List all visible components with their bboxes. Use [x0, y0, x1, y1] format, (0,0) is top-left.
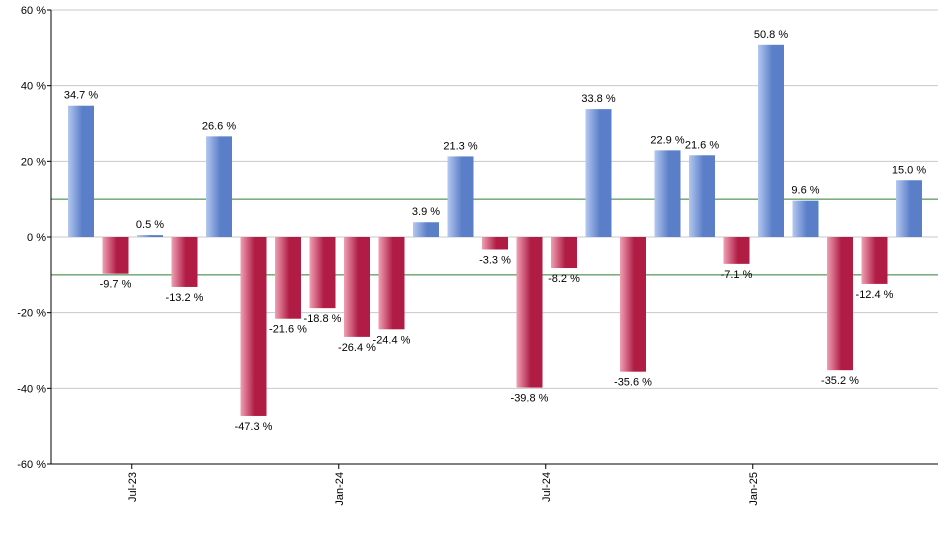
bar	[206, 136, 232, 237]
bar	[482, 237, 508, 250]
bar	[275, 237, 301, 319]
bar	[827, 237, 853, 371]
data-label: -3.3 %	[479, 254, 511, 266]
data-label: -35.6 %	[614, 377, 652, 389]
y-tick-label: 60 %	[21, 5, 46, 17]
bar	[137, 235, 163, 237]
bars	[68, 44, 922, 416]
data-label: -9.7 %	[100, 279, 132, 291]
bar	[102, 237, 129, 274]
bar	[68, 105, 94, 238]
bar	[516, 237, 543, 388]
axes: 60 % 40 % 20 % 0 % -20 % -40 % -60 % Jul-23 Jan-…	[17, 5, 938, 506]
bar	[792, 200, 819, 237]
data-label: -13.2 %	[166, 292, 204, 304]
bar	[240, 237, 267, 416]
y-tick-label: 40 %	[21, 81, 46, 93]
bar	[689, 155, 715, 237]
bar	[758, 44, 784, 237]
bar	[309, 237, 336, 309]
bar	[378, 237, 405, 330]
data-label: 33.8 %	[581, 93, 615, 105]
data-label: 3.9 %	[412, 206, 440, 218]
data-label: -8.2 %	[548, 273, 580, 285]
data-label: -35.2 %	[821, 375, 859, 387]
bar	[861, 237, 888, 284]
data-label: -24.4 %	[373, 334, 411, 346]
y-tick-label: -60 %	[17, 459, 46, 471]
y-tick-label: -20 %	[17, 308, 46, 320]
data-labels: 34.7 % -9.7 % 0.5 % -13.2 % 26.6 % -47.3 % -21…	[64, 29, 926, 433]
data-label: -26.4 %	[338, 342, 376, 354]
data-label: 34.7 %	[64, 90, 98, 102]
bar	[723, 237, 750, 264]
data-label: 26.6 %	[202, 120, 236, 132]
bar	[447, 156, 474, 237]
data-label: -39.8 %	[511, 393, 549, 405]
x-tick-label: Jul-23	[127, 472, 139, 502]
bar	[620, 237, 646, 372]
data-label: 21.6 %	[685, 139, 719, 151]
bar	[344, 237, 370, 337]
bar	[896, 180, 922, 237]
data-label: 15.0 %	[892, 164, 926, 176]
data-label: -21.6 %	[269, 324, 307, 336]
data-label: 9.6 %	[791, 185, 819, 197]
y-tick-label: -40 %	[17, 383, 46, 395]
data-label: 0.5 %	[136, 219, 164, 231]
bar	[171, 237, 198, 287]
bar	[585, 109, 612, 237]
bar	[654, 150, 681, 237]
x-tick-label: Jan-24	[334, 472, 346, 506]
data-label: -12.4 %	[856, 289, 894, 301]
data-label: 50.8 %	[754, 29, 788, 41]
data-label: -7.1 %	[721, 269, 753, 281]
bar	[551, 237, 577, 269]
x-tick-label: Jul-24	[541, 472, 553, 502]
bar	[413, 222, 439, 237]
x-tick-label: Jan-25	[748, 472, 760, 506]
data-label: 21.3 %	[443, 140, 477, 152]
data-label: 22.9 %	[650, 134, 684, 146]
data-label: -47.3 %	[235, 421, 273, 433]
reference-lines	[51, 198, 938, 276]
data-label: -18.8 %	[304, 313, 342, 325]
y-tick-label: 20 %	[21, 156, 46, 168]
y-tick-label: 0 %	[27, 232, 46, 244]
